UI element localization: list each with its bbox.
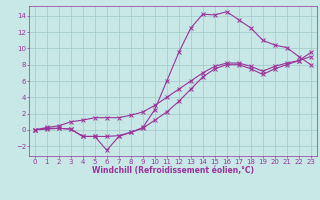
X-axis label: Windchill (Refroidissement éolien,°C): Windchill (Refroidissement éolien,°C): [92, 166, 254, 175]
